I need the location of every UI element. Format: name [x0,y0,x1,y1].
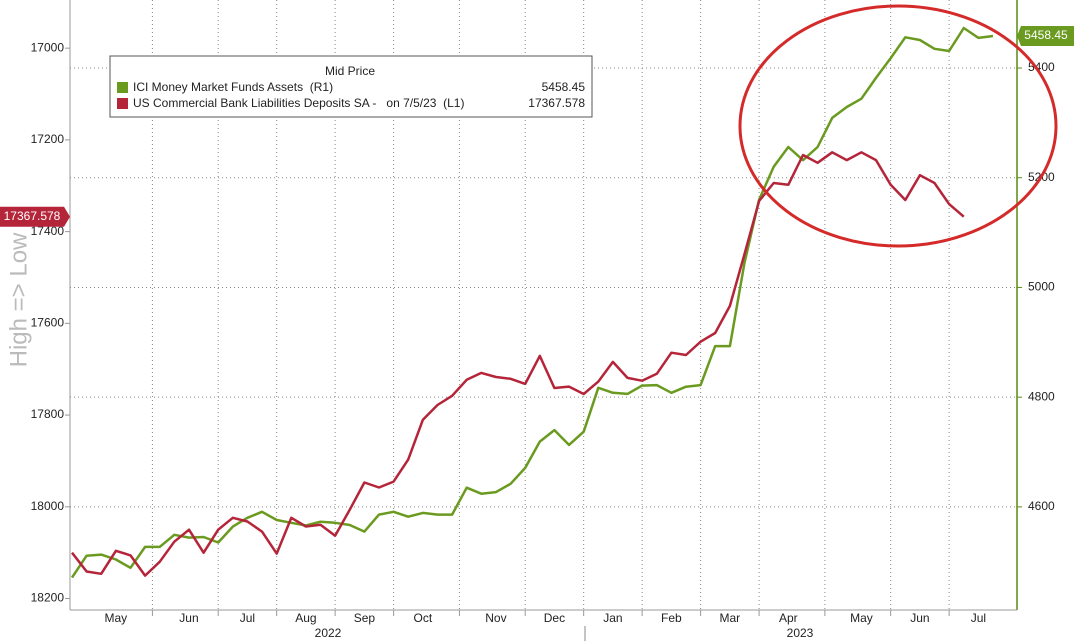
legend-value: 17367.578 [528,96,585,110]
y-tick-label: 17800 [31,407,65,421]
x-tick-label: Apr [779,611,798,625]
x-tick-label: Jul [971,611,986,625]
x-tick-label: Feb [661,611,682,625]
y2-tick-label: 4600 [1028,499,1055,513]
x-tick-label: May [850,611,873,625]
legend-swatch [117,82,128,93]
legend-title: Mid Price [325,64,375,78]
value-tag [1017,25,1074,46]
x-tick-label: Jan [603,611,622,625]
x-tick-label: May [105,611,128,625]
x-tick-label: Aug [295,611,316,625]
value-tag-label: 17367.578 [4,209,61,223]
legend-label: US Commercial Bank Liabilities Deposits … [133,96,464,110]
y-tick-label: 17200 [31,132,65,146]
x-tick-label: Mar [720,611,741,625]
value-tag-label: 5458.45 [1024,28,1068,42]
x-tick-label: Oct [414,611,433,625]
y2-tick-label: 5000 [1028,280,1055,294]
y-tick-label: 17600 [31,316,65,330]
legend-swatch [117,98,128,109]
highlight-ellipse [738,4,1058,248]
legend-label: ICI Money Market Funds Assets (R1) [133,80,333,94]
value-tag [0,206,70,227]
legend-value: 5458.45 [542,80,586,94]
x-tick-label: Nov [485,611,506,625]
y-tick-label: 18000 [31,499,65,513]
x-tick-label: Jun [179,611,198,625]
x-tick-label: Dec [544,611,565,625]
legend-box [109,55,593,118]
series-line [70,26,994,579]
x-tick-label: Jun [910,611,929,625]
year-label: 2022 [315,626,342,640]
year-label: 2023 [787,626,814,640]
y2-tick-label: 4800 [1028,389,1055,403]
y-tick-label: 17400 [31,224,65,238]
y-axis-title: High => Low [5,232,32,367]
legend: Mid Price ICI Money Market Funds Assets … [109,55,593,118]
y-tick-label: 17000 [31,40,65,54]
y-tick-label: 18200 [31,591,65,605]
series-line [71,151,965,577]
x-tick-label: Jul [240,611,255,625]
x-tick-label: Sep [354,611,376,625]
